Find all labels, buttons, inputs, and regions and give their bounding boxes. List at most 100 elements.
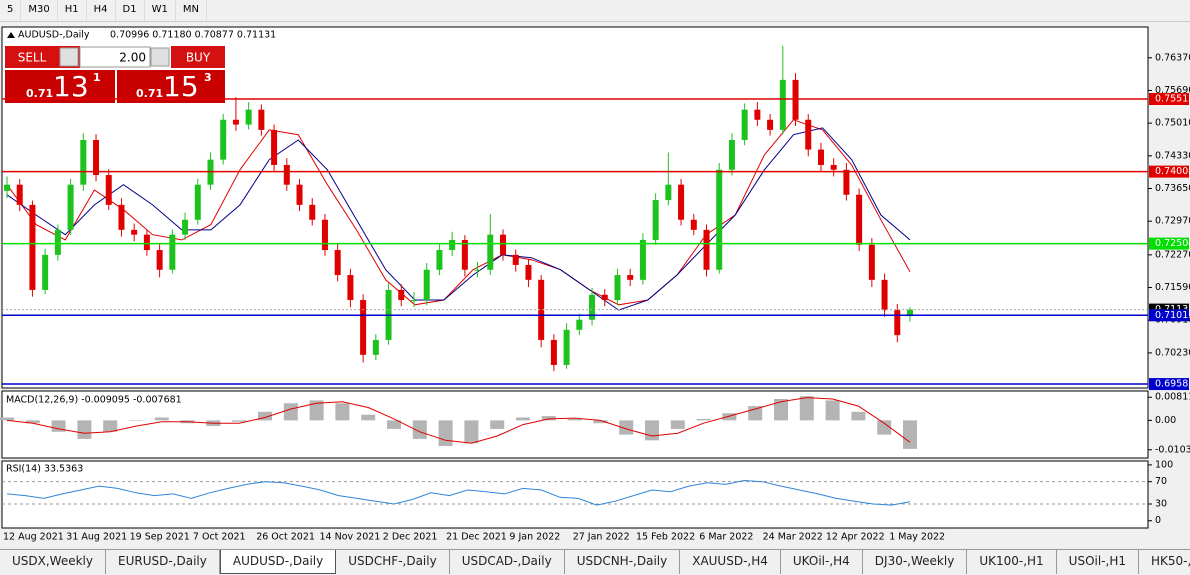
macd-histogram-bar bbox=[0, 417, 14, 421]
timeframe-button[interactable]: 5 bbox=[0, 0, 22, 21]
macd-histogram-bar bbox=[283, 403, 298, 421]
candle-body bbox=[741, 109, 748, 140]
chart-tab[interactable]: HK50-,H1 bbox=[1139, 550, 1190, 574]
candle-body bbox=[410, 300, 417, 302]
macd-histogram-bar bbox=[774, 398, 788, 421]
x-tick-label: 24 Mar 2022 bbox=[763, 532, 823, 543]
candle-body bbox=[538, 279, 545, 340]
x-tick-label: 31 Aug 2021 bbox=[66, 532, 127, 543]
candle-body bbox=[754, 109, 761, 120]
candle-body bbox=[182, 219, 189, 235]
macd-histogram-bar bbox=[154, 417, 169, 421]
candle-body bbox=[703, 229, 710, 270]
buy-price-prefix: 0.71 bbox=[136, 87, 163, 100]
candle-body bbox=[881, 279, 888, 311]
macd-histogram-bar bbox=[438, 420, 453, 447]
buy-price-box[interactable] bbox=[117, 70, 225, 103]
candle-body bbox=[550, 339, 557, 365]
chart-tab[interactable]: EURUSD-,Daily bbox=[106, 550, 220, 574]
macd-histogram-bar bbox=[258, 411, 272, 421]
candle-body bbox=[283, 164, 290, 185]
timeframe-button[interactable]: D1 bbox=[116, 0, 145, 21]
chart-tab[interactable]: AUDUSD-,Daily bbox=[219, 550, 337, 574]
macd-histogram-bar bbox=[541, 416, 556, 421]
chart-tab[interactable]: UKOil-,H4 bbox=[781, 550, 863, 574]
candle-body bbox=[29, 204, 36, 290]
timeframe-button[interactable]: M30 bbox=[21, 0, 58, 21]
buy-label: BUY bbox=[186, 51, 211, 65]
x-tick-label: 19 Sep 2021 bbox=[130, 532, 190, 543]
timeframe-button[interactable]: H1 bbox=[58, 0, 87, 21]
x-tick-label: 2 Dec 2021 bbox=[383, 532, 438, 543]
chart-tab[interactable]: USDCNH-,Daily bbox=[565, 550, 681, 574]
timeframe-button[interactable]: MN bbox=[176, 0, 207, 21]
lot-down[interactable] bbox=[59, 47, 79, 67]
trade-panel: SELL 2.00 BUY 0.71 13 1 0.71 15 3 bbox=[5, 46, 225, 103]
symbol-title: AUDUSD-,Daily bbox=[18, 30, 90, 41]
sell-price-small: 1 bbox=[93, 71, 101, 84]
level-label: 0.72504 bbox=[1155, 238, 1190, 249]
macd-histogram-bar bbox=[670, 420, 685, 429]
chart-tab[interactable]: DJ30-,Weekly bbox=[863, 550, 968, 574]
candle-body bbox=[474, 269, 481, 271]
candle-body bbox=[563, 329, 570, 365]
x-tick-label: 14 Nov 2021 bbox=[320, 532, 381, 543]
candle-body bbox=[105, 175, 112, 205]
x-tick-label: 21 Dec 2021 bbox=[446, 532, 507, 543]
candle-body bbox=[54, 229, 61, 255]
candle-body bbox=[258, 109, 265, 130]
macd-title: MACD(12,26,9) -0.009095 -0.007681 bbox=[6, 395, 182, 406]
sell-price-box[interactable] bbox=[5, 70, 115, 103]
level-label-box bbox=[1149, 309, 1189, 322]
candle-body bbox=[423, 269, 430, 301]
chart-tab[interactable]: USOil-,H1 bbox=[1057, 550, 1139, 574]
timeframe-button[interactable]: H4 bbox=[87, 0, 116, 21]
sell-price-big: 13 bbox=[53, 70, 89, 103]
lot-up[interactable] bbox=[150, 47, 170, 67]
candle-body bbox=[500, 234, 507, 255]
candle-body bbox=[232, 119, 239, 125]
collapse-icon[interactable] bbox=[7, 32, 15, 38]
macd-histogram-bar bbox=[387, 420, 401, 429]
buy-button[interactable] bbox=[171, 46, 225, 68]
level-label-box bbox=[1149, 237, 1189, 250]
rsi-title: RSI(14) 33.5363 bbox=[6, 464, 83, 475]
chart-tab[interactable]: USDCHF-,Daily bbox=[336, 550, 450, 574]
macd-histogram-bar bbox=[851, 411, 866, 421]
macd-histogram-bar bbox=[903, 420, 917, 449]
macd-histogram-bar bbox=[232, 420, 247, 422]
candle-body bbox=[118, 204, 125, 230]
candle-body bbox=[868, 244, 875, 280]
level-label-box bbox=[1149, 165, 1189, 178]
lot-field[interactable] bbox=[79, 46, 151, 68]
candle-body bbox=[296, 184, 303, 205]
candle-body bbox=[67, 184, 74, 230]
chart-tab[interactable]: USDCAD-,Daily bbox=[450, 550, 565, 574]
timeframe-button[interactable]: W1 bbox=[145, 0, 176, 21]
chart-tab[interactable]: USDX,Weekly bbox=[0, 550, 106, 574]
candle-body bbox=[487, 234, 494, 270]
macd-histogram-bar bbox=[799, 396, 814, 421]
chart-tab[interactable]: UK100-,H1 bbox=[967, 550, 1057, 574]
macd-histogram-bar bbox=[129, 420, 143, 421]
macd-histogram-bar bbox=[25, 420, 40, 424]
candle-body bbox=[449, 239, 456, 251]
candle-body bbox=[639, 239, 646, 280]
candle-body bbox=[80, 139, 87, 185]
candle-body bbox=[792, 79, 799, 120]
candle-body bbox=[843, 169, 850, 195]
candle-body bbox=[716, 169, 723, 270]
candle-body bbox=[436, 250, 443, 270]
level-label-box bbox=[1149, 93, 1189, 106]
chart-tab[interactable]: XAUUSD-,H4 bbox=[680, 550, 781, 574]
candle-body bbox=[614, 275, 621, 301]
candle-body bbox=[42, 254, 49, 290]
macd-histogram-bar bbox=[309, 400, 324, 421]
y-tick-label: 70 bbox=[1155, 476, 1167, 487]
candle-body bbox=[601, 294, 608, 301]
candle-body bbox=[16, 184, 23, 205]
x-tick-label: 12 Aug 2021 bbox=[3, 532, 64, 543]
